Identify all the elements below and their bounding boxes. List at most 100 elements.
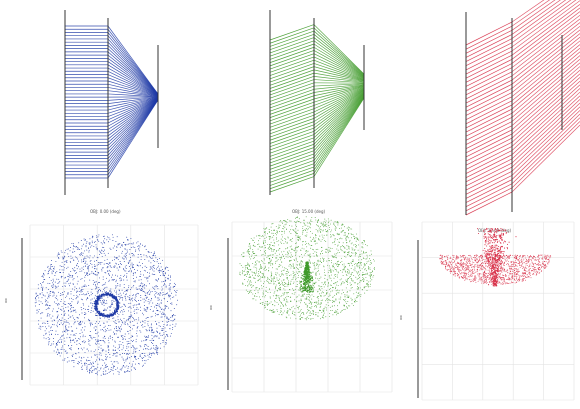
spot-point — [293, 267, 294, 269]
spot-point — [287, 295, 289, 297]
spot-point — [147, 300, 149, 302]
spot-point — [306, 222, 308, 224]
spot-point — [335, 290, 337, 292]
spot-point — [258, 274, 260, 276]
spot-point — [143, 348, 144, 350]
spot-point — [291, 307, 293, 309]
spot-point — [153, 270, 155, 272]
ray — [107, 74, 159, 97]
spot-point — [308, 260, 310, 262]
spot-point — [350, 268, 352, 270]
spot-point — [278, 264, 280, 266]
spot-point — [264, 263, 266, 264]
spot-point — [56, 324, 58, 326]
spot-point — [172, 315, 173, 317]
spot-point — [297, 268, 299, 270]
spot-point — [132, 328, 134, 330]
spot-point — [290, 259, 292, 261]
spot-point — [165, 342, 167, 344]
spot-point — [332, 297, 334, 298]
spot-point — [170, 332, 172, 334]
spot-point — [83, 257, 85, 259]
spot-point — [309, 257, 311, 259]
spot-point — [254, 290, 256, 291]
ray — [511, 110, 580, 176]
ray — [107, 96, 159, 108]
spot-point — [286, 274, 288, 276]
ray — [313, 83, 365, 90]
spot-point — [358, 244, 360, 246]
spot-point — [56, 311, 58, 313]
spot-point — [156, 324, 158, 325]
spot-point — [334, 273, 336, 275]
spot-point — [105, 350, 107, 352]
ray — [465, 54, 513, 79]
spot-point — [85, 299, 87, 301]
spot-point — [282, 292, 284, 294]
spot-point — [126, 279, 128, 281]
spot-point — [255, 262, 257, 263]
spot-point — [277, 232, 278, 234]
spot-point — [88, 350, 89, 352]
spot-point — [326, 231, 328, 233]
spot-point — [250, 290, 252, 291]
spot-point — [270, 237, 272, 239]
spot-point — [339, 302, 341, 304]
spot-point — [109, 371, 111, 372]
spot-point — [334, 239, 336, 241]
spot-point — [100, 347, 102, 349]
spot-point — [103, 235, 105, 237]
spot-point — [128, 318, 130, 320]
spot-point — [91, 298, 93, 300]
spot-point — [275, 261, 277, 263]
spot-point — [305, 241, 307, 243]
spot-point — [84, 240, 86, 242]
spot-point — [292, 278, 294, 280]
spot-point — [56, 255, 58, 257]
spot-point — [312, 279, 314, 281]
spot-point — [274, 291, 276, 293]
spot-point — [106, 267, 108, 269]
spot-point — [337, 244, 339, 246]
spot-point — [81, 362, 83, 364]
spot-point — [47, 282, 49, 284]
spot-point — [284, 285, 285, 287]
spot-point — [351, 228, 353, 230]
spot-point — [270, 301, 272, 303]
spot-point — [147, 280, 149, 282]
spot-point — [57, 320, 59, 322]
spot-point — [290, 233, 292, 235]
spot-point — [316, 297, 318, 299]
spot-point — [323, 266, 325, 268]
spot-point — [65, 331, 67, 333]
spot-point — [364, 274, 366, 275]
spot-point — [142, 285, 144, 287]
spot-point — [97, 247, 99, 249]
spot-point — [176, 289, 178, 291]
spot-point — [59, 323, 60, 325]
spot-point — [166, 293, 168, 295]
spot-point — [290, 267, 292, 269]
spot-point — [96, 264, 98, 266]
spot-point — [153, 255, 155, 256]
spot-point — [310, 219, 312, 221]
spot-point — [117, 275, 119, 277]
spot-point — [70, 326, 72, 328]
spot-point — [351, 303, 353, 305]
spot-point — [365, 286, 367, 288]
spot-point — [274, 311, 276, 313]
spot-point — [349, 228, 351, 230]
spot-point — [101, 246, 103, 248]
spot-point — [119, 302, 121, 304]
spot-point — [114, 297, 117, 299]
spot-point — [334, 244, 336, 246]
spot-point — [141, 286, 143, 287]
spot-point — [351, 279, 353, 281]
spot-point — [324, 274, 326, 276]
spot-point — [321, 250, 323, 251]
spot-point — [287, 254, 289, 256]
spot-point — [82, 252, 84, 254]
spot-point — [272, 267, 274, 269]
spot-point — [119, 246, 121, 248]
spot-point — [128, 340, 130, 342]
